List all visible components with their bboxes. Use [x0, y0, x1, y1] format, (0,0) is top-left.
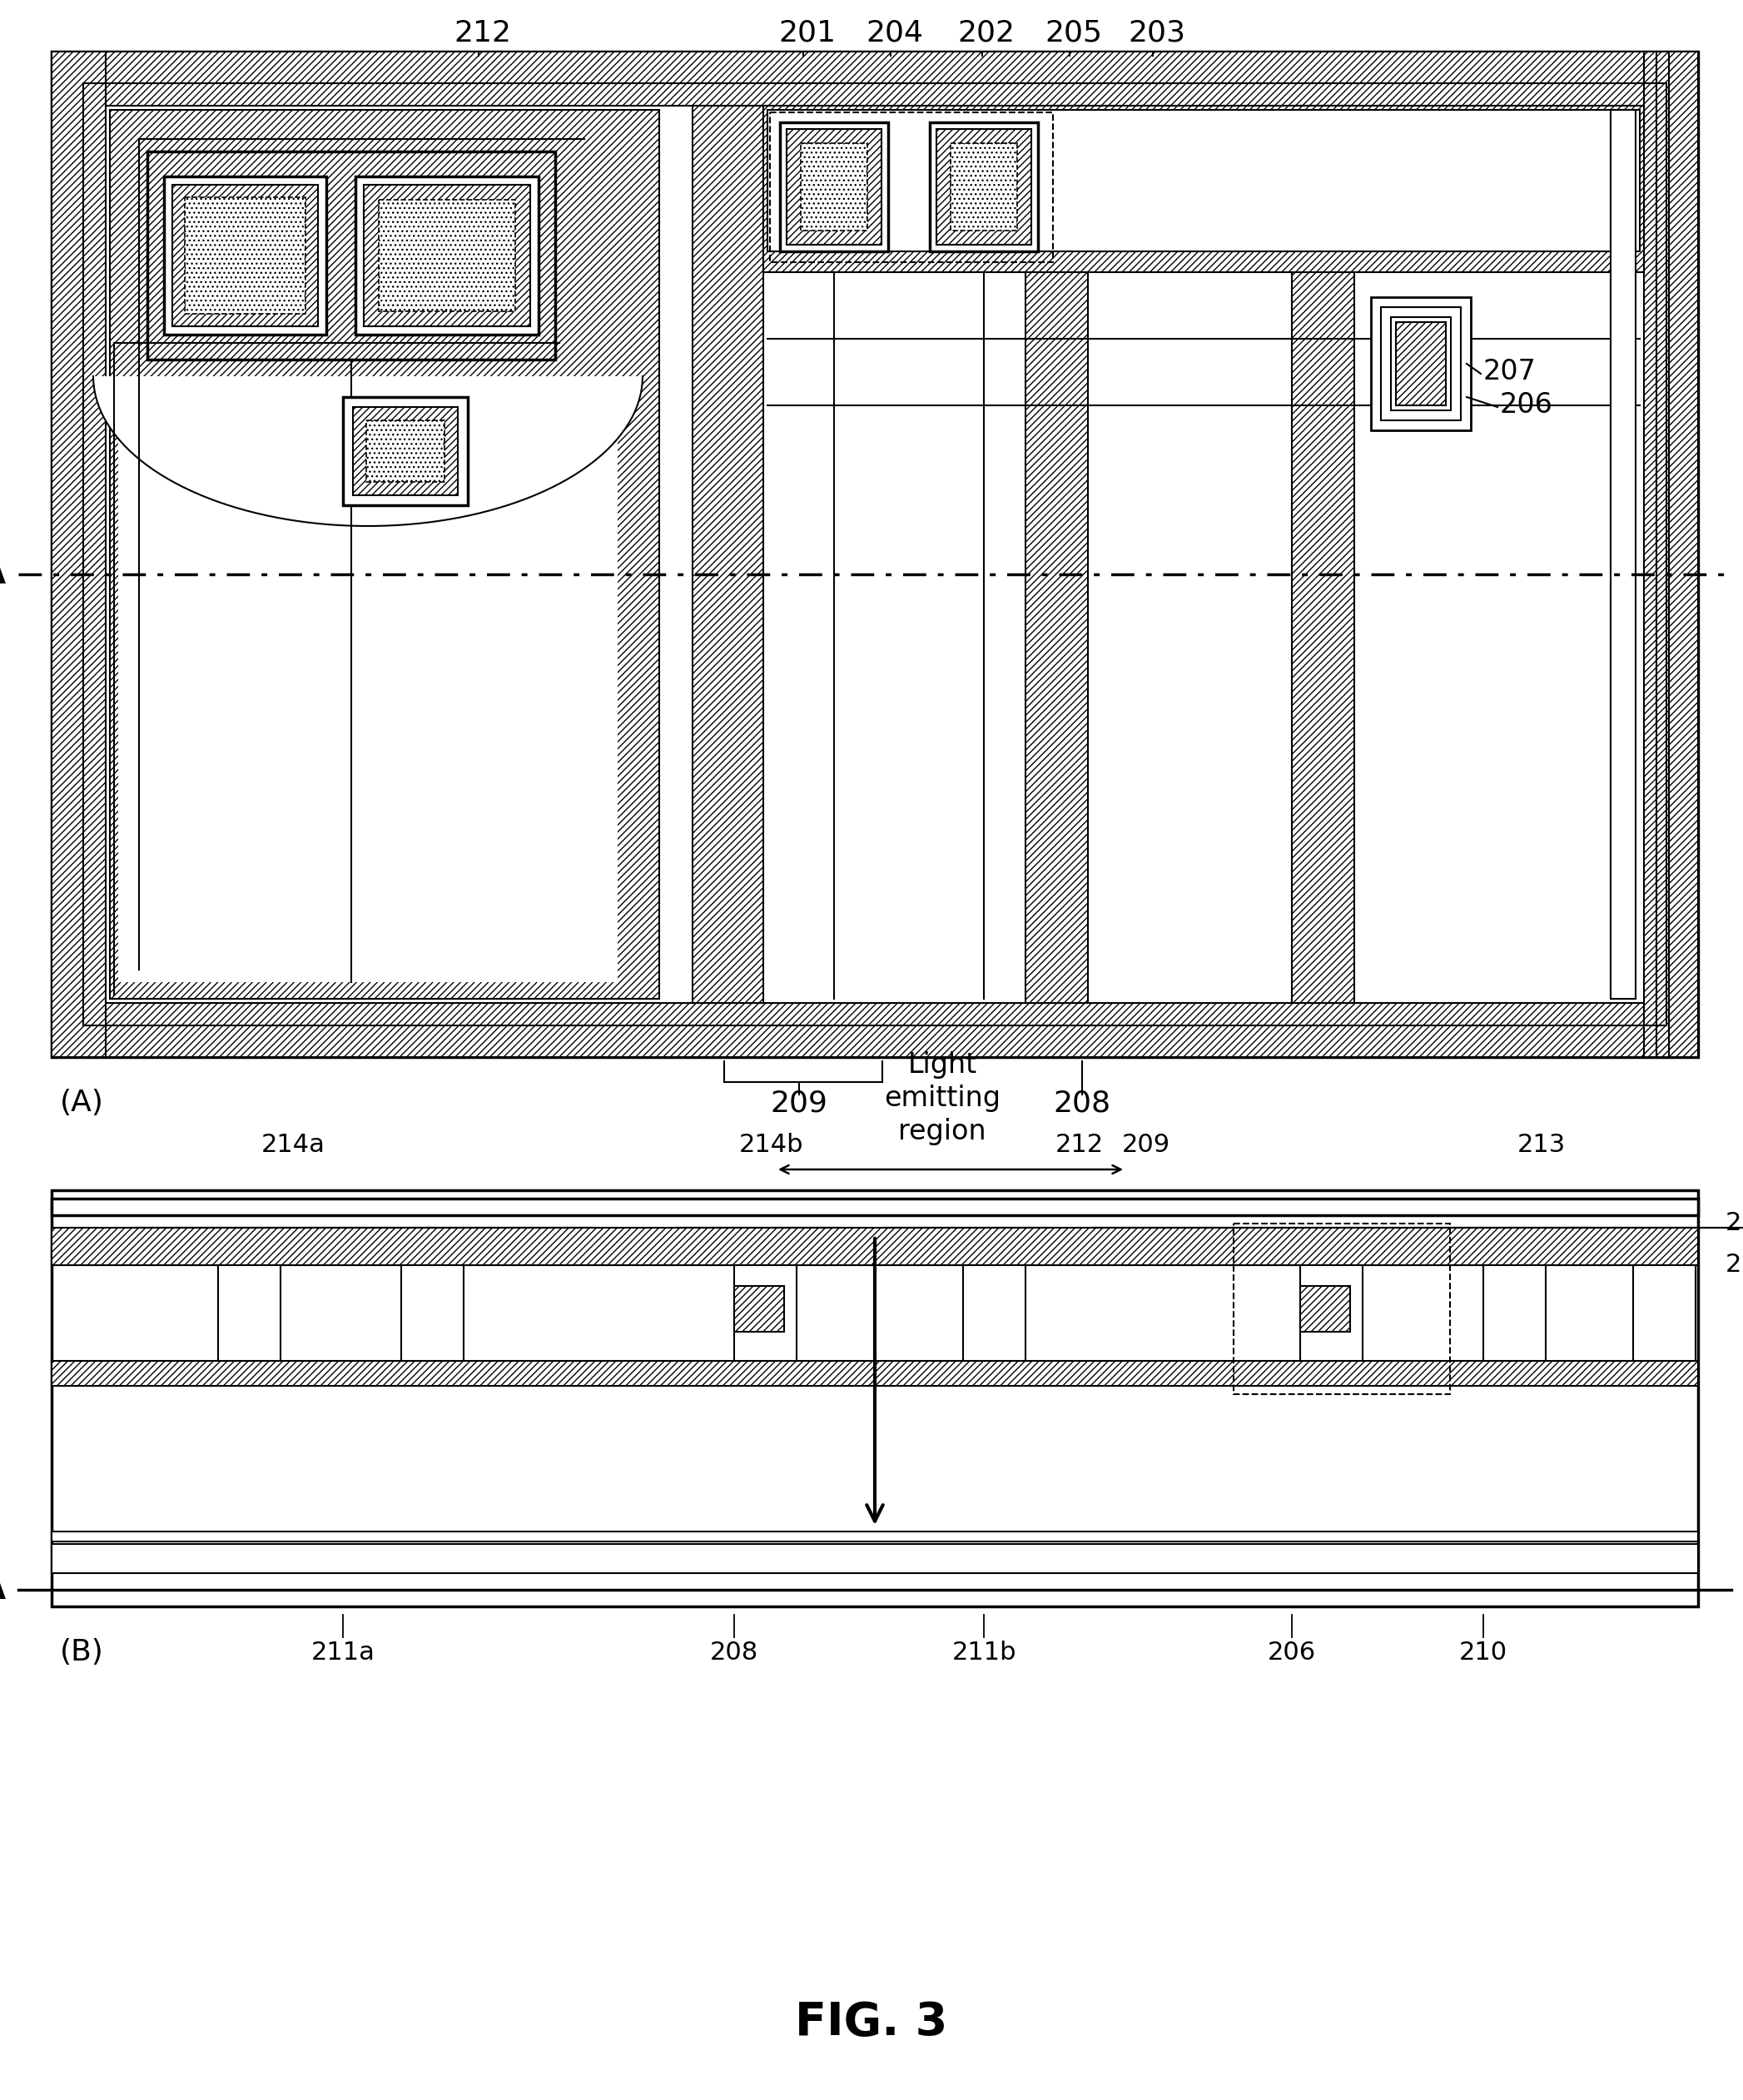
- Text: 211b: 211b: [952, 1640, 1016, 1665]
- Bar: [1483, 1264, 1546, 1361]
- Text: A: A: [0, 559, 5, 590]
- Bar: [164, 176, 326, 334]
- Bar: [52, 1199, 1698, 1216]
- Bar: [148, 151, 556, 359]
- Text: 201: 201: [779, 19, 837, 48]
- Bar: [352, 407, 458, 496]
- Text: 208: 208: [709, 1640, 758, 1665]
- Bar: [1644, 53, 1698, 1056]
- Bar: [929, 122, 1039, 252]
- Bar: [356, 176, 539, 334]
- Bar: [770, 113, 1053, 262]
- Text: A: A: [0, 1575, 5, 1606]
- Bar: [1025, 105, 1088, 1004]
- Bar: [936, 128, 1032, 246]
- Bar: [52, 1361, 1698, 1386]
- Bar: [52, 53, 1698, 105]
- Bar: [185, 197, 305, 313]
- Bar: [401, 1264, 464, 1361]
- Text: 207: 207: [1483, 359, 1537, 386]
- Text: 213: 213: [1518, 1132, 1565, 1157]
- Text: 209: 209: [1122, 1132, 1170, 1157]
- Bar: [786, 128, 882, 246]
- Bar: [763, 105, 1644, 273]
- Bar: [964, 1264, 1025, 1361]
- Text: 214a: 214a: [261, 1132, 324, 1157]
- Bar: [52, 1245, 1698, 1264]
- Text: 211a: 211a: [310, 1640, 375, 1665]
- Bar: [1611, 109, 1635, 1000]
- PathPatch shape: [92, 376, 643, 525]
- Bar: [148, 151, 556, 359]
- Text: 210: 210: [1459, 1640, 1508, 1665]
- Bar: [343, 397, 467, 506]
- Bar: [734, 1285, 784, 1331]
- Bar: [779, 122, 889, 252]
- Bar: [378, 200, 516, 311]
- Bar: [52, 1531, 1698, 1541]
- Text: 203: 203: [1128, 19, 1185, 48]
- Text: 206: 206: [1501, 391, 1553, 420]
- Bar: [734, 1264, 797, 1361]
- Bar: [364, 185, 530, 326]
- Bar: [1234, 1224, 1450, 1394]
- Text: (A): (A): [59, 1088, 105, 1117]
- Text: 211c: 211c: [1726, 1254, 1743, 1277]
- Bar: [1633, 1264, 1696, 1361]
- Bar: [52, 53, 1698, 1056]
- Bar: [763, 105, 1644, 1004]
- Bar: [173, 185, 317, 326]
- Text: region: region: [898, 1119, 987, 1147]
- Text: 206: 206: [1267, 1640, 1316, 1665]
- Text: Light: Light: [908, 1052, 976, 1079]
- Bar: [767, 109, 1640, 252]
- Text: 209: 209: [770, 1088, 828, 1117]
- Bar: [1292, 105, 1354, 1004]
- Bar: [366, 420, 444, 481]
- Text: 212: 212: [455, 19, 511, 48]
- Text: 214b: 214b: [739, 1132, 804, 1157]
- Bar: [1380, 307, 1461, 420]
- Bar: [1300, 1285, 1351, 1331]
- Text: emitting: emitting: [884, 1086, 1000, 1113]
- Bar: [218, 1264, 281, 1361]
- Bar: [52, 1228, 1698, 1264]
- Bar: [692, 105, 763, 1004]
- Bar: [52, 1004, 1698, 1056]
- Bar: [52, 53, 106, 1056]
- Text: 212: 212: [1056, 1132, 1103, 1157]
- Text: 214c: 214c: [1726, 1212, 1743, 1235]
- Text: 202: 202: [957, 19, 1014, 48]
- Bar: [52, 1191, 1698, 1606]
- Text: 208: 208: [1053, 1088, 1110, 1117]
- Bar: [800, 143, 868, 231]
- Bar: [1372, 296, 1471, 430]
- Bar: [84, 84, 1666, 1025]
- Text: FIG. 3: FIG. 3: [795, 1999, 948, 2045]
- Bar: [52, 1544, 1698, 1573]
- Bar: [110, 109, 659, 1000]
- Bar: [950, 143, 1018, 231]
- Bar: [1300, 1264, 1363, 1361]
- Bar: [1391, 317, 1450, 410]
- Bar: [119, 376, 617, 983]
- Bar: [1396, 321, 1447, 405]
- Text: 205: 205: [1046, 19, 1103, 48]
- Text: 204: 204: [866, 19, 924, 48]
- Text: (B): (B): [59, 1638, 105, 1665]
